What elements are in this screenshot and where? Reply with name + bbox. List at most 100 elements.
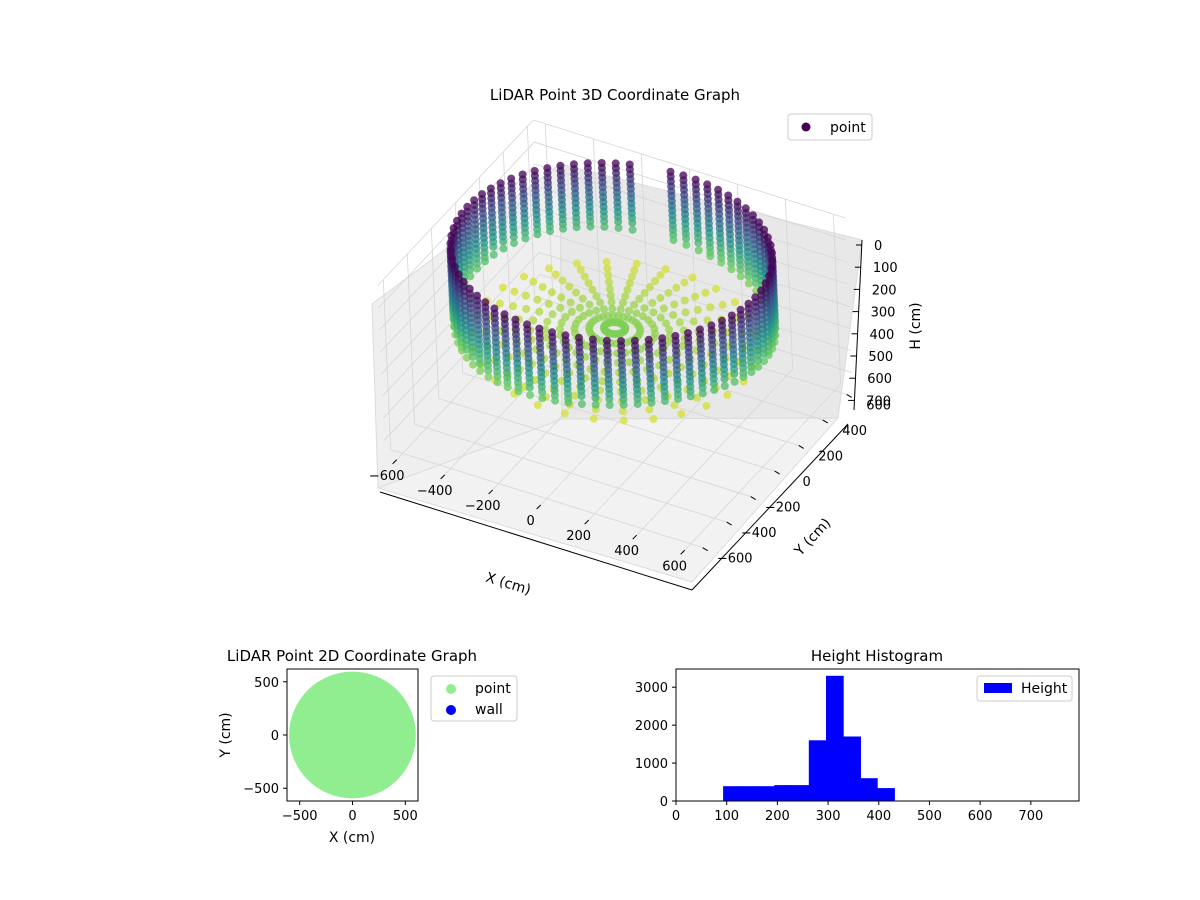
scatter-point	[585, 300, 594, 309]
plot3d: LiDAR Point 3D Coordinate Graph −600 −400…	[369, 86, 924, 599]
x-tick-mark	[584, 519, 590, 525]
scatter-point	[656, 271, 665, 279]
scatter-point	[489, 250, 498, 259]
plot3d-points	[446, 159, 780, 425]
histogram-bar	[739, 786, 758, 801]
scatter-point	[589, 414, 598, 423]
scatter-point	[720, 382, 729, 390]
grid-back-x	[784, 199, 794, 370]
histogram-ticks: 0 100 200 300 400 500 600 700 0 1000 2000 3000	[635, 681, 1043, 824]
scatter-point	[656, 313, 665, 322]
x-tick-label: 300	[816, 809, 841, 824]
scatter-point	[499, 244, 508, 253]
scatter-point	[561, 313, 570, 321]
grid-left-y	[382, 279, 392, 450]
scatter-point	[744, 279, 753, 288]
scatter-point	[614, 223, 623, 232]
scatter-point	[647, 398, 656, 407]
histogram-title: Height Histogram	[811, 647, 943, 665]
histogram-bar	[860, 778, 878, 801]
scatter-point	[521, 234, 530, 243]
histogram-legend-box	[976, 675, 1073, 702]
scatter-point	[503, 383, 512, 392]
x-tick-mark	[392, 459, 398, 465]
scatter-point	[468, 352, 477, 361]
x-tick-mark	[680, 549, 686, 555]
scatter-point	[605, 278, 613, 286]
grid-left-z	[383, 274, 541, 441]
plot3d-legend-box	[787, 113, 873, 141]
scatter-point	[711, 284, 720, 293]
y-tick-mark	[726, 521, 732, 526]
x-tick-label: 600	[968, 809, 993, 824]
histogram-legend: Height	[976, 675, 1073, 702]
scatter-point	[665, 356, 674, 364]
x-tick-label: 0	[527, 514, 535, 529]
x-tick-label: 0	[672, 809, 680, 824]
scatter-point	[588, 285, 597, 294]
plot3d-zlabel: H (cm)	[908, 302, 924, 349]
scatter-point	[661, 397, 669, 406]
x-tick-label: 200	[765, 809, 790, 824]
scatter-point	[727, 259, 736, 268]
scatter-point	[533, 401, 542, 409]
grid-floor-y	[462, 372, 775, 472]
scatter-point	[586, 222, 595, 231]
scatter-point	[484, 366, 493, 375]
scatter-point	[559, 224, 568, 233]
plot2d-xlabel: X (cm)	[329, 830, 375, 846]
scatter-point	[591, 393, 600, 402]
x-tick-label: 0	[348, 809, 356, 824]
scatter-point	[674, 394, 683, 403]
scatter-point	[720, 375, 729, 383]
z-tick-label: 100	[873, 261, 898, 276]
scatter-point	[628, 218, 637, 227]
scatter-point	[702, 401, 711, 410]
scatter-point	[619, 400, 628, 409]
scatter-point	[632, 259, 641, 268]
plot2d-title: LiDAR Point 2D Coordinate Graph	[227, 647, 477, 665]
plot2d-ticks: −500 0 500 −500 0 500	[243, 676, 417, 824]
scatter-point	[616, 305, 625, 314]
scatter-point	[573, 259, 581, 268]
scatter-point	[509, 302, 518, 311]
scatter-point	[484, 372, 493, 381]
x-tick-label: −600	[369, 469, 405, 484]
x-tick-label: 500	[917, 809, 942, 824]
scatter-point	[577, 392, 586, 400]
scatter-point	[495, 299, 504, 308]
y-tick-label: −500	[243, 782, 279, 797]
scatter-point	[533, 230, 542, 239]
scatter-point	[604, 271, 613, 280]
scatter-point	[525, 383, 534, 392]
x-tick-mark	[536, 504, 542, 510]
scatter-point	[628, 272, 636, 281]
scatter-point	[661, 265, 670, 274]
scatter-point	[541, 325, 550, 334]
scatter-point	[640, 304, 649, 313]
y-tick-label: −400	[741, 526, 777, 541]
y-tick-label: 1000	[635, 757, 668, 772]
scatter-point	[662, 319, 670, 328]
scatter-point	[649, 308, 658, 317]
y-tick-label: 500	[254, 676, 279, 691]
y-tick-label: 200	[818, 449, 843, 464]
scatter-point	[547, 288, 556, 297]
scatter-point	[577, 400, 586, 408]
scatter-point	[514, 387, 523, 396]
scatter-point	[630, 266, 639, 275]
scatter-point	[558, 276, 567, 285]
plot3d-legend: point	[787, 113, 873, 141]
plot3d-y-axis-line	[691, 423, 849, 591]
scatter-point	[625, 279, 634, 288]
scatter-point	[529, 277, 538, 286]
histogram-bar	[723, 786, 741, 801]
scatter-point	[510, 239, 518, 248]
scatter-point	[544, 299, 553, 308]
histogram-legend-label: Height	[1021, 681, 1068, 697]
scatter-point	[693, 305, 702, 314]
scatter-point	[619, 298, 627, 307]
grid-floor-y	[414, 423, 727, 523]
y-tick-label: 400	[842, 424, 867, 439]
